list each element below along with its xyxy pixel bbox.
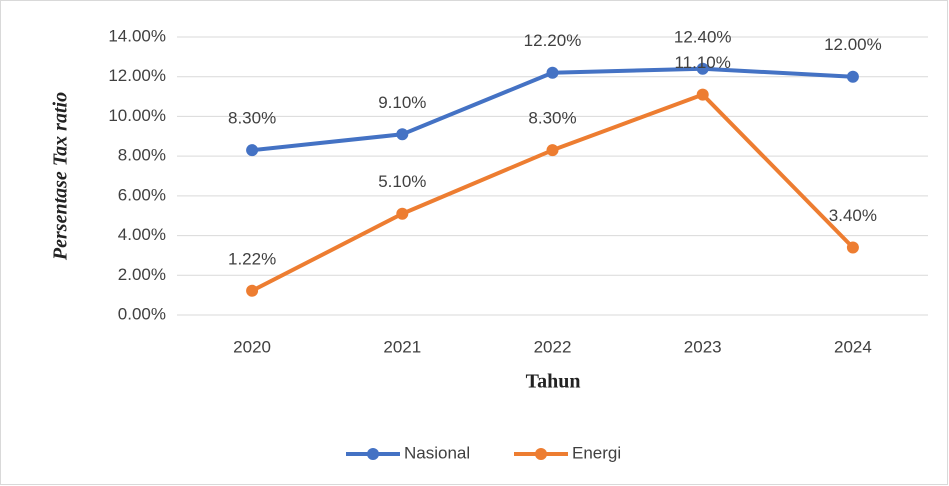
x-tick-label: 2024 (834, 337, 872, 356)
data-point (546, 66, 559, 79)
data-point (846, 70, 859, 83)
data-point (246, 284, 259, 297)
legend-label: Energi (572, 443, 621, 462)
legend-marker (535, 448, 547, 460)
data-label: 12.20% (524, 31, 582, 50)
data-point (396, 128, 409, 141)
data-label: 3.40% (829, 206, 877, 225)
data-label: 5.10% (378, 172, 426, 191)
y-tick-label: 10.00% (108, 106, 166, 125)
data-label: 8.30% (228, 109, 276, 128)
x-tick-label: 2020 (233, 337, 271, 356)
x-tick-label: 2022 (534, 337, 572, 356)
y-tick-label: 8.00% (118, 146, 166, 165)
legend-marker (367, 448, 379, 460)
data-label: 12.00% (824, 35, 882, 54)
data-label: 9.10% (378, 93, 426, 112)
data-label: 12.40% (674, 27, 732, 46)
x-tick-label: 2023 (684, 337, 722, 356)
data-point (396, 207, 409, 220)
x-tick-label: 2021 (383, 337, 421, 356)
data-label: 11.10% (674, 53, 730, 72)
data-point (846, 241, 859, 254)
data-label: 1.22% (228, 249, 276, 268)
y-tick-label: 6.00% (118, 185, 166, 204)
y-axis-title: Persentase Tax ratio (50, 92, 72, 261)
y-tick-label: 2.00% (118, 265, 166, 284)
data-point (246, 144, 259, 157)
y-tick-label: 4.00% (118, 225, 166, 244)
y-tick-label: 0.00% (118, 304, 166, 323)
data-label: 8.30% (528, 109, 576, 128)
data-point (696, 88, 709, 101)
x-axis-title: Tahun (526, 371, 581, 393)
legend-label: Nasional (404, 443, 470, 462)
data-point (696, 62, 709, 75)
y-tick-label: 12.00% (108, 66, 166, 85)
data-point (546, 144, 559, 157)
y-tick-label: 14.00% (108, 26, 166, 45)
